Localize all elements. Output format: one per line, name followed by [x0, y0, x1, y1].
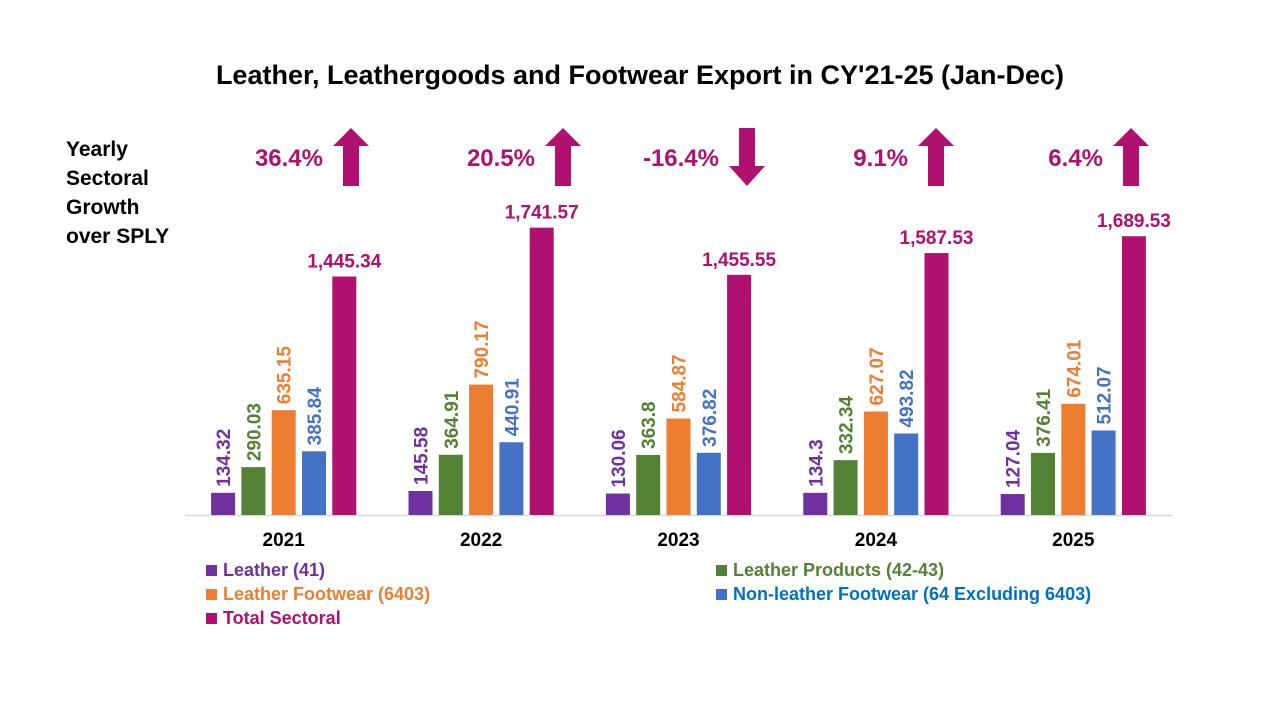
- bar: [1121, 236, 1146, 516]
- legend-label: Non-leather Footwear (64 Excluding 6403): [733, 584, 1092, 604]
- data-label: 493.82: [897, 369, 918, 427]
- bar: [605, 493, 630, 515]
- data-label: 1,741.57: [505, 203, 579, 224]
- data-label: 790.17: [472, 320, 493, 378]
- data-label: 364.91: [442, 390, 463, 449]
- legend-item-leather-products: Leather Products (42-43): [716, 560, 944, 581]
- data-label: 332.34: [837, 396, 858, 455]
- legend-label: Leather Products (42-43): [733, 560, 945, 580]
- bar: [499, 442, 524, 515]
- bar: [727, 274, 752, 515]
- legend-item-leather: Leather (41): [206, 560, 325, 581]
- legend-item-non-leather-footwear: Non-leather Footwear (64 Excluding 6403): [716, 584, 1091, 605]
- bar: [863, 411, 888, 515]
- data-label: 635.15: [275, 346, 296, 405]
- bar: [302, 451, 326, 515]
- data-label: 1,587.53: [900, 228, 974, 249]
- bar: [211, 492, 236, 515]
- data-label: 674.01: [1064, 339, 1085, 398]
- x-tick-label: 2024: [855, 530, 898, 551]
- bar: [332, 276, 357, 515]
- legend-item-leather-footwear: Leather Footwear (6403): [206, 584, 430, 605]
- data-label: 584.87: [670, 354, 691, 412]
- arrow-up-icon: [333, 128, 369, 186]
- data-label: 1,689.53: [1097, 211, 1171, 232]
- bar: [1091, 430, 1116, 515]
- data-label: 627.07: [867, 347, 888, 405]
- x-tick-label: 2023: [657, 530, 699, 551]
- legend-label: Leather Footwear (6403): [223, 584, 431, 604]
- bar: [696, 452, 721, 515]
- bar: [1031, 452, 1055, 515]
- growth-label: 36.4%: [255, 145, 323, 172]
- data-label: 376.41: [1034, 388, 1055, 447]
- data-label: 376.82: [700, 389, 721, 447]
- data-label: 134.32: [214, 429, 235, 487]
- growth-label: -16.4%: [643, 145, 719, 172]
- data-label: 145.58: [412, 427, 433, 485]
- data-label: 1,455.55: [702, 250, 776, 271]
- growth-annotation-label: Yearly Sectoral Growth over SPLY: [66, 138, 170, 248]
- bar: [803, 492, 828, 515]
- bar: [666, 418, 691, 515]
- data-label: 290.03: [244, 403, 265, 461]
- legend-item-total-sectoral: Total Sectoral: [206, 608, 341, 629]
- legend-swatch: [716, 565, 727, 576]
- bar: [833, 460, 858, 515]
- growth-label: 6.4%: [1048, 145, 1103, 172]
- chart-title: Leather, Leathergoods and Footwear Expor…: [215, 60, 1065, 90]
- bar: [408, 490, 433, 515]
- data-label: 363.8: [639, 401, 660, 449]
- legend-swatch: [206, 589, 217, 600]
- data-label: 127.04: [1004, 429, 1025, 488]
- data-label: 512.07: [1095, 366, 1116, 424]
- x-tick-label: 2022: [460, 530, 502, 551]
- bar: [894, 433, 919, 515]
- arrow-up-icon: [545, 128, 581, 186]
- bar: [469, 384, 494, 515]
- legend-swatch: [206, 565, 217, 576]
- arrow-up-icon: [918, 128, 954, 186]
- growth-label: 9.1%: [853, 145, 908, 172]
- bar: [924, 253, 949, 515]
- legend-swatch: [716, 589, 727, 600]
- bar: [529, 227, 554, 516]
- data-label: 134.3: [806, 439, 827, 487]
- bar: [1061, 403, 1086, 515]
- growth-label: 20.5%: [467, 145, 535, 172]
- bar: [1000, 494, 1025, 515]
- legend-label: Total Sectoral: [223, 608, 341, 628]
- arrow-down-icon: [729, 128, 765, 186]
- bar: [438, 454, 463, 515]
- data-label: 385.84: [305, 387, 326, 446]
- bar: [636, 454, 661, 515]
- legend-swatch: [206, 613, 217, 624]
- data-label: 130.06: [609, 429, 630, 487]
- bar: [271, 410, 296, 515]
- legend-label: Leather (41): [223, 560, 326, 580]
- data-label: 1,445.34: [307, 252, 381, 273]
- x-tick-label: 2025: [1052, 530, 1095, 551]
- arrow-up-icon: [1113, 128, 1149, 186]
- bar: [241, 467, 266, 515]
- data-label: 440.91: [502, 378, 523, 437]
- x-tick-label: 2021: [263, 530, 306, 551]
